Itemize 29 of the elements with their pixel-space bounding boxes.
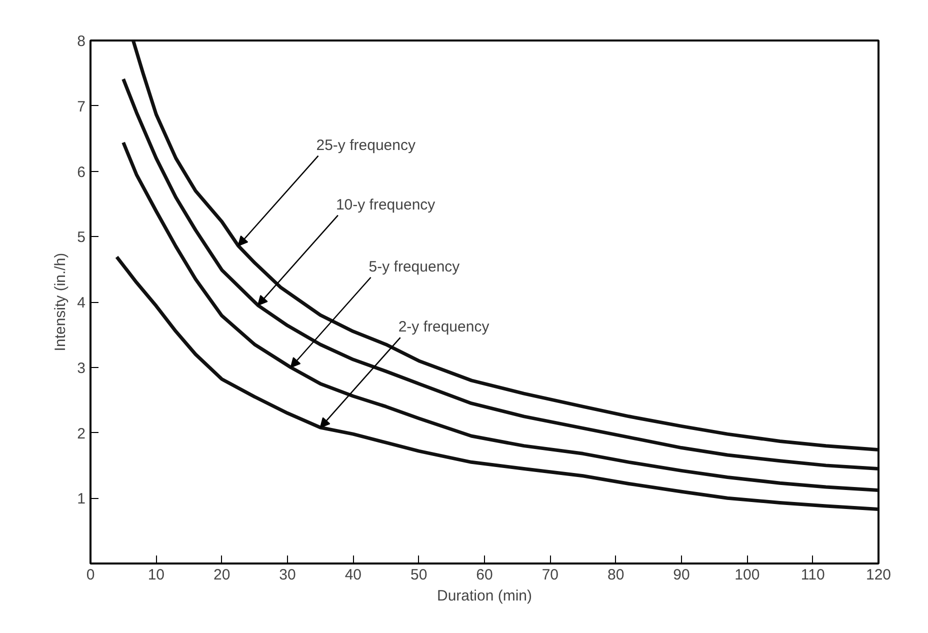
x-tick-label: 50: [410, 566, 428, 584]
y-tick-label: 6: [77, 164, 86, 181]
annotation: 25-y frequency: [316, 136, 416, 154]
annotation: 2-y frequency: [398, 318, 490, 336]
y-tick-label: 8: [77, 33, 86, 50]
x-tick-label: 80: [607, 566, 624, 584]
x-tick-label: 30: [279, 566, 296, 584]
x-tick-label: 0: [86, 566, 95, 584]
y-tick-label: 4: [77, 294, 86, 312]
x-tick-label: 70: [542, 566, 559, 584]
line-series: [115, 255, 878, 511]
y-tick-label: 7: [77, 98, 86, 116]
x-tick-label: 20: [213, 566, 230, 584]
x-tick-label: 120: [866, 566, 892, 584]
x-tick-label: 110: [800, 566, 825, 584]
y-tick-label: 3: [77, 360, 86, 377]
y-tick-label: 2: [77, 425, 86, 442]
x-tick-label: 90: [673, 566, 690, 584]
annotation: 5-y frequency: [368, 258, 460, 276]
line-series: [122, 140, 878, 492]
annotation: 10-y frequency: [336, 196, 436, 214]
y-tick-label: 1: [77, 490, 86, 508]
x-axis-title: Duration (min): [436, 588, 532, 604]
y-tick-label: 5: [77, 229, 86, 246]
x-tick-label: 60: [476, 566, 493, 584]
y-axis-title: Intensity (in./h): [52, 252, 70, 352]
x-tick-label: 100: [734, 566, 760, 584]
x-tick-label: 10: [148, 566, 165, 584]
x-tick-label: 40: [344, 566, 362, 584]
